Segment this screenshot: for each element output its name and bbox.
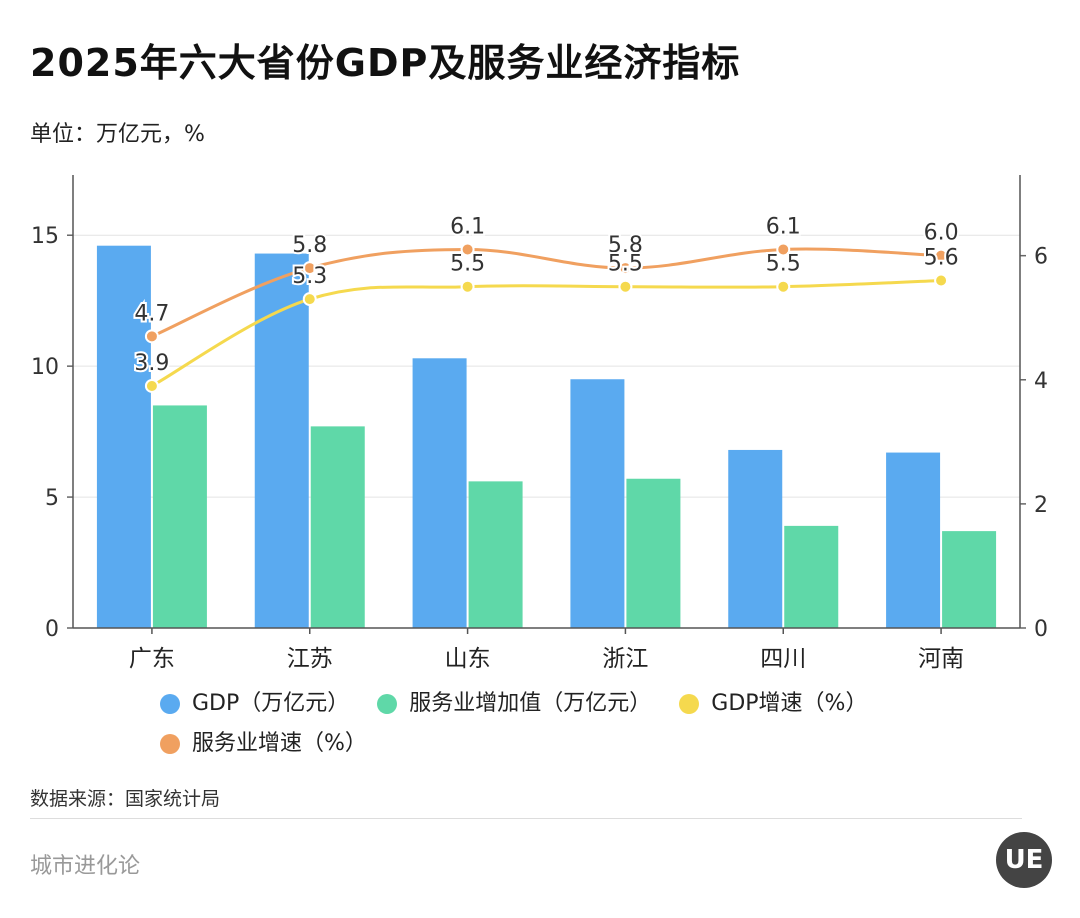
- gdp-growth-data-label: 3.9: [134, 351, 169, 376]
- gdp-growth-line: [151, 278, 942, 388]
- legend-label: 服务业增速（%）: [192, 731, 367, 756]
- legend-label: GDP（万亿元）: [192, 691, 350, 716]
- service-growth-data-label: 5.8: [292, 233, 327, 258]
- service-bar: [152, 405, 207, 628]
- service-bar: [784, 525, 839, 628]
- gdp-bar: [886, 452, 941, 628]
- gdp-growth-data-label: 5.3: [292, 264, 327, 289]
- gdp-bar: [96, 245, 151, 629]
- service-growth-point: [776, 242, 791, 257]
- x-axis-category-label: 河南: [918, 646, 964, 672]
- legend-item[interactable]: 服务业增速（%）: [160, 726, 367, 762]
- gdp-bar: [412, 358, 467, 628]
- data-source: 数据来源：国家统计局: [30, 788, 221, 810]
- service-growth-data-label: 5.8: [608, 233, 643, 258]
- left-axis-tick-label: 0: [45, 617, 59, 642]
- service-bar: [468, 481, 523, 628]
- gdp-bar: [728, 449, 783, 628]
- service-growth-data-label: 6.1: [450, 214, 485, 239]
- gdp-growth-point: [618, 279, 633, 294]
- service-growth-data-label: 6.1: [766, 214, 801, 239]
- x-axis-category-label: 山东: [445, 646, 491, 672]
- gdp-growth-data-label: 5.5: [608, 252, 643, 277]
- service-bar: [626, 478, 681, 628]
- gdp-growth-point: [776, 279, 791, 294]
- gdp-growth-data-label: 5.6: [924, 245, 959, 270]
- gdp-growth-point: [460, 279, 475, 294]
- service-growth-data-label: 4.7: [134, 301, 169, 326]
- service-bar: [310, 426, 365, 628]
- x-axis-category-label: 浙江: [602, 646, 648, 672]
- right-axis-tick-label: 4: [1034, 369, 1048, 394]
- gdp-bar: [254, 253, 309, 628]
- service-growth-point: [144, 329, 159, 344]
- legend-swatch: [679, 694, 700, 714]
- legend-swatch: [160, 734, 180, 754]
- right-axis-tick-label: 0: [1034, 617, 1048, 642]
- legend-item[interactable]: 服务业增加值（万亿元）: [377, 686, 651, 722]
- combo-chart: 0 5 10 15 0 2 4 6 广东 江苏 山东 浙江 四川 河南 4.7 5.8 6.1 5.8 6.1 6.0…: [31, 175, 1048, 672]
- chart-legend: GDP（万亿元） 服务业增加值（万亿元） GDP增速（%） 服务业增速（%）: [160, 686, 1020, 766]
- x-axis-category-label: 江苏: [287, 646, 333, 672]
- legend-item[interactable]: GDP（万亿元）: [160, 686, 349, 722]
- right-axis-tick-label: 2: [1034, 493, 1048, 518]
- legend-swatch: [377, 694, 398, 714]
- service-growth-point: [618, 261, 633, 276]
- footer-divider: [30, 818, 1022, 819]
- service-growth-data-label: 6.0: [924, 221, 959, 246]
- service-growth-point: [302, 261, 317, 276]
- left-axis-tick-label: 15: [31, 224, 59, 249]
- x-axis-category-label: 广东: [129, 646, 175, 672]
- left-axis-tick-label: 10: [31, 355, 59, 380]
- chart-title: 2025年六大省份GDP及服务业经济指标: [30, 41, 741, 85]
- unit-label: 单位：万亿元，%: [30, 122, 205, 147]
- service-bar: [942, 531, 997, 628]
- gdp-growth-point: [302, 292, 317, 307]
- gdp-growth-data-label: 5.5: [450, 252, 485, 277]
- legend-label: 服务业增加值（万亿元）: [409, 691, 652, 716]
- gdp-growth-point: [144, 378, 159, 393]
- gdp-growth-data-label: 5.5: [766, 252, 801, 277]
- right-axis-tick-label: 6: [1034, 245, 1048, 270]
- legend-swatch: [160, 694, 180, 714]
- gdp-growth-point: [934, 273, 949, 288]
- legend-label: GDP增速（%）: [711, 691, 868, 716]
- x-axis-category-label: 四川: [760, 646, 806, 672]
- gdp-bar: [570, 379, 625, 628]
- left-axis-tick-label: 5: [45, 486, 59, 511]
- brand-logo: UE: [996, 832, 1052, 888]
- service-growth-point: [934, 248, 949, 263]
- legend-item[interactable]: GDP增速（%）: [679, 686, 867, 722]
- brand-name: 城市进化论: [30, 854, 141, 879]
- service-growth-point: [460, 242, 475, 257]
- service-growth-line: [151, 247, 942, 338]
